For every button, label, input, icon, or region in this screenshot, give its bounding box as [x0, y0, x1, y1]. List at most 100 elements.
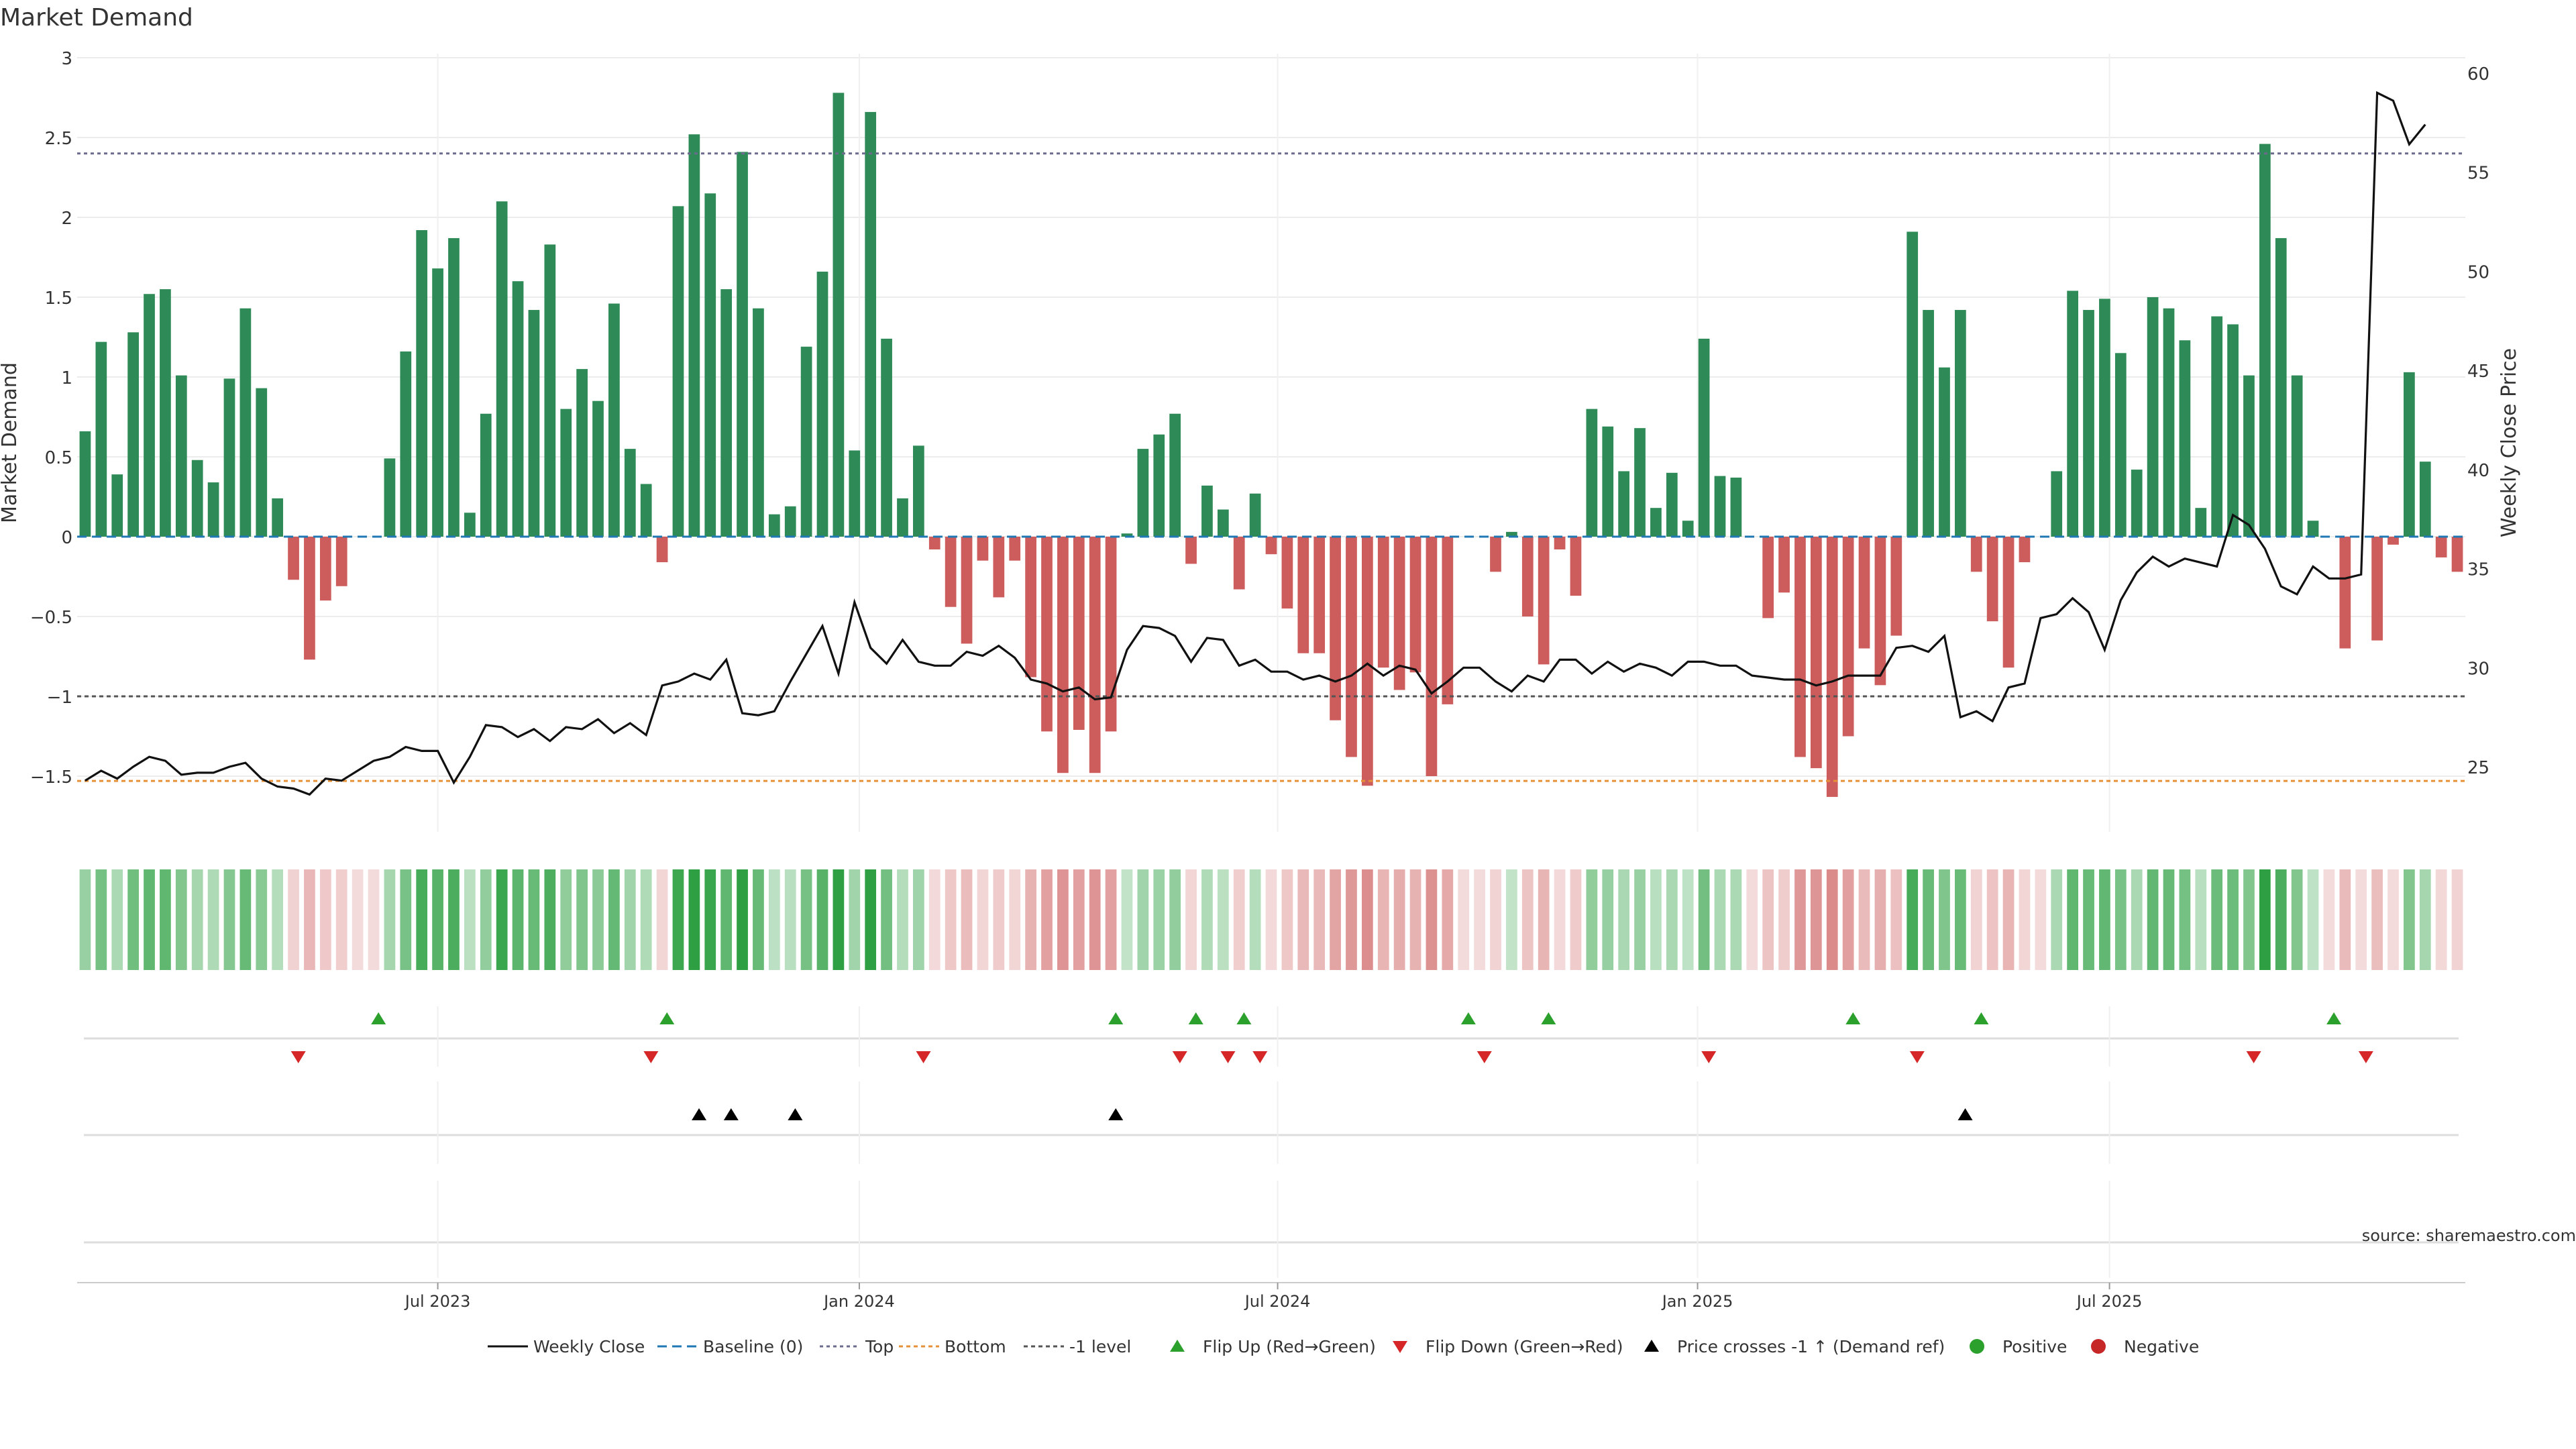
- positive-demand-bar: [1907, 231, 1919, 537]
- heat-cell: [2211, 869, 2223, 970]
- heat-cell: [1201, 869, 1213, 970]
- heat-cell: [1650, 869, 1662, 970]
- y-tick-label: 1: [61, 368, 72, 388]
- heat-cell: [272, 869, 284, 970]
- positive-demand-bar: [464, 513, 476, 537]
- heat-cell: [2435, 869, 2447, 970]
- heat-cell: [592, 869, 604, 970]
- heat-cell: [816, 869, 828, 970]
- flip-down-marker: [2246, 1051, 2261, 1063]
- heat-cell: [400, 869, 412, 970]
- positive-demand-bar: [448, 237, 460, 537]
- y-tick-label: 2: [61, 209, 72, 229]
- positive-demand-bar: [1153, 434, 1165, 537]
- positive-demand-bar: [496, 201, 508, 537]
- heat-cell: [1586, 869, 1598, 970]
- positive-demand-bar: [1939, 367, 1950, 537]
- positive-demand-bar: [881, 338, 892, 537]
- positive-demand-bar: [816, 271, 828, 537]
- heat-cell: [945, 869, 957, 970]
- heat-cell: [1506, 869, 1517, 970]
- positive-demand-bar: [144, 294, 155, 537]
- heat-cell: [1377, 869, 1389, 970]
- heat-cell: [1570, 869, 1582, 970]
- heat-cell: [1939, 869, 1950, 970]
- y-tick-label: 3: [61, 49, 72, 69]
- positive-demand-bar: [1137, 449, 1149, 537]
- legend-swatch-flip-up: [1170, 1340, 1185, 1352]
- flip-up-marker: [2326, 1012, 2342, 1024]
- y2-tick-label: 60: [2467, 64, 2489, 85]
- positive-demand-bar: [1730, 477, 1742, 537]
- positive-demand-bar: [2291, 375, 2303, 537]
- negative-demand-bar: [1361, 537, 1373, 786]
- legend-swatch-flip-down: [1393, 1341, 1407, 1353]
- heat-cell: [1185, 869, 1197, 970]
- negative-demand-bar: [1986, 537, 1998, 622]
- positive-demand-bar: [1169, 413, 1181, 537]
- positive-demand-bar: [544, 244, 556, 537]
- y2-tick-label: 30: [2467, 659, 2489, 679]
- heat-cell: [1955, 869, 1966, 970]
- legend-label-flip-up: Flip Up (Red→Green): [1203, 1337, 1376, 1356]
- heat-cell: [704, 869, 716, 970]
- heat-cell: [2035, 869, 2047, 970]
- negative-demand-bar: [1073, 537, 1085, 730]
- negative-demand-bar: [1330, 537, 1341, 720]
- negative-demand-bar: [1570, 537, 1582, 596]
- heat-cell: [656, 869, 668, 970]
- positive-demand-bar: [207, 482, 219, 537]
- positive-demand-bar: [833, 93, 845, 537]
- heat-cell: [2355, 869, 2367, 970]
- heat-cell: [1137, 869, 1149, 970]
- flip-down-marker: [643, 1051, 659, 1063]
- heat-cell: [79, 869, 91, 970]
- y2-tick-label: 45: [2467, 362, 2489, 382]
- heat-cell: [1907, 869, 1919, 970]
- heat-cell: [1233, 869, 1245, 970]
- negative-demand-bar: [1409, 537, 1421, 673]
- heat-cell: [1634, 869, 1646, 970]
- negative-demand-bar: [1554, 537, 1566, 550]
- negative-demand-bar: [1490, 537, 1501, 572]
- heat-cell: [2259, 869, 2271, 970]
- positive-demand-bar: [2114, 353, 2127, 537]
- y2-tick-label: 50: [2467, 262, 2489, 282]
- heat-cell: [688, 869, 700, 970]
- heat-cell: [1762, 869, 1774, 970]
- positive-demand-bar: [239, 308, 252, 537]
- negative-demand-bar: [1265, 537, 1277, 555]
- heat-cell: [833, 869, 845, 970]
- negative-demand-bar: [928, 537, 941, 550]
- legend-label-flip-down: Flip Down (Green→Red): [1426, 1337, 1623, 1356]
- heat-cell: [1490, 869, 1501, 970]
- heat-cell: [2002, 869, 2015, 970]
- legend-swatch-price-cross: [1644, 1340, 1659, 1352]
- heat-cell: [1057, 869, 1069, 970]
- weekly-close-line: [85, 91, 2426, 796]
- heat-cell: [672, 869, 684, 970]
- positive-demand-bar: [1650, 508, 1662, 537]
- negative-demand-bar: [945, 537, 957, 607]
- heat-cell: [1297, 869, 1309, 970]
- negative-demand-bar: [2019, 537, 2031, 563]
- negative-demand-bar: [1346, 537, 1357, 757]
- heat-cell: [319, 869, 331, 970]
- heat-cell: [1666, 869, 1678, 970]
- negative-demand-bar: [2451, 537, 2463, 572]
- positive-demand-bar: [1201, 485, 1213, 537]
- negative-demand-bar: [288, 537, 299, 580]
- heat-cell: [1778, 869, 1790, 970]
- positive-demand-bar: [2227, 324, 2239, 537]
- positive-demand-bar: [592, 400, 604, 537]
- negative-demand-bar: [319, 537, 331, 601]
- positive-demand-bar: [1923, 310, 1934, 537]
- negative-demand-bar: [1297, 537, 1309, 653]
- heat-cell: [2163, 869, 2175, 970]
- heat-cell: [207, 869, 219, 970]
- heat-cell: [223, 869, 235, 970]
- positive-demand-bar: [624, 449, 636, 537]
- heat-cell: [1330, 869, 1341, 970]
- positive-demand-bar: [512, 281, 524, 537]
- positive-demand-bar: [2275, 237, 2287, 537]
